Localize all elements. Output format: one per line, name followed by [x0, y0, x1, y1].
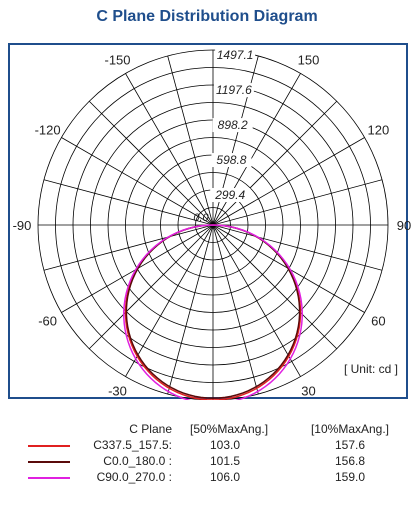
- angle-label: 90: [397, 218, 411, 233]
- radial-tick-label: 299.4: [214, 188, 245, 202]
- angle-label: -60: [38, 314, 57, 329]
- angle-label: 150: [298, 53, 320, 68]
- grid-spoke: [88, 100, 214, 226]
- grid-spoke: [88, 224, 214, 350]
- grid-spoke: [125, 73, 214, 226]
- angle-label: -30: [108, 383, 127, 398]
- legend-tenth-max: 157.6: [334, 438, 366, 452]
- grid-spoke: [125, 224, 214, 377]
- radial-tick-label: 1197.6: [216, 83, 252, 97]
- grid-spoke: [212, 224, 301, 377]
- grid-spoke: [61, 137, 214, 226]
- grid-spoke: [212, 179, 383, 226]
- grid-spoke: [212, 100, 338, 226]
- angle-label: -90: [13, 218, 32, 233]
- legend-series-name: C337.5_157.5:: [93, 438, 172, 452]
- legend-series-name: C0.0_180.0 :: [103, 454, 172, 468]
- angle-label: -150: [104, 53, 130, 68]
- radial-tick-label: 898.2: [218, 118, 248, 132]
- grid-spoke: [43, 179, 214, 226]
- grid-spoke: [212, 137, 365, 226]
- grid-spoke: [167, 55, 214, 226]
- legend-half-max: 101.5: [209, 454, 241, 468]
- unit-label: [ Unit: cd ]: [344, 362, 398, 376]
- radial-tick-bg: [210, 188, 251, 203]
- grid-spoke: [212, 224, 383, 271]
- legend-row: C90.0_270.0 : 106.0 159.0: [0, 470, 414, 486]
- angle-label: 30: [301, 383, 315, 398]
- grid-spoke: [167, 224, 214, 395]
- legend-half-max: 103.0: [209, 438, 241, 452]
- radial-tick-bg: [215, 48, 256, 63]
- legend-header-50: [50%MaxAng.]: [190, 422, 269, 436]
- chart-title: C Plane Distribution Diagram: [96, 8, 318, 25]
- legend-row: C0.0_180.0 : 101.5 156.8: [0, 454, 414, 470]
- grid-spoke: [43, 224, 214, 271]
- legend-row: C337.5_157.5: 103.0 157.6: [0, 438, 414, 454]
- legend-tenth-max: 156.8: [334, 454, 366, 468]
- legend-header-cplane: C Plane: [129, 422, 172, 436]
- polar-chart: 299.4 598.8 898.2 1197.6 1497.1 0.0 150 -150 120…: [8, 43, 411, 400]
- radial-tick-label: 1497.1: [217, 48, 254, 62]
- series-curve: [123, 224, 303, 400]
- legend-swatch: [28, 461, 70, 463]
- angle-label: 60: [371, 314, 385, 329]
- center-label: 0.0: [193, 212, 209, 224]
- legend-swatch: [28, 477, 70, 479]
- legend-half-max: 106.0: [209, 470, 241, 484]
- radial-tick-bg: [213, 83, 254, 98]
- legend-header-10: [10%MaxAng.]: [310, 422, 390, 436]
- legend-header-row: C Plane [50%MaxAng.] [10%MaxAng.]: [0, 422, 414, 438]
- legend-table: C Plane [50%MaxAng.] [10%MaxAng.] C337.5…: [0, 404, 414, 516]
- legend-tenth-max: 159.0: [334, 470, 366, 484]
- distribution-curves: [123, 224, 303, 400]
- radial-tick-bg: [211, 153, 252, 168]
- angle-label: -120: [35, 123, 61, 138]
- legend-swatch: [28, 445, 70, 447]
- angle-label: 120: [368, 123, 390, 138]
- grid-spoke: [212, 224, 338, 350]
- radial-tick-bg: [212, 118, 253, 133]
- radial-tick-label: 598.8: [216, 153, 246, 167]
- legend-series-name: C90.0_270.0 :: [96, 470, 172, 484]
- series-curve: [125, 224, 301, 400]
- axis-labels: 299.4 598.8 898.2 1197.6 1497.1 0.0 150 -150 120…: [13, 48, 411, 398]
- grid-spoke: [212, 224, 259, 395]
